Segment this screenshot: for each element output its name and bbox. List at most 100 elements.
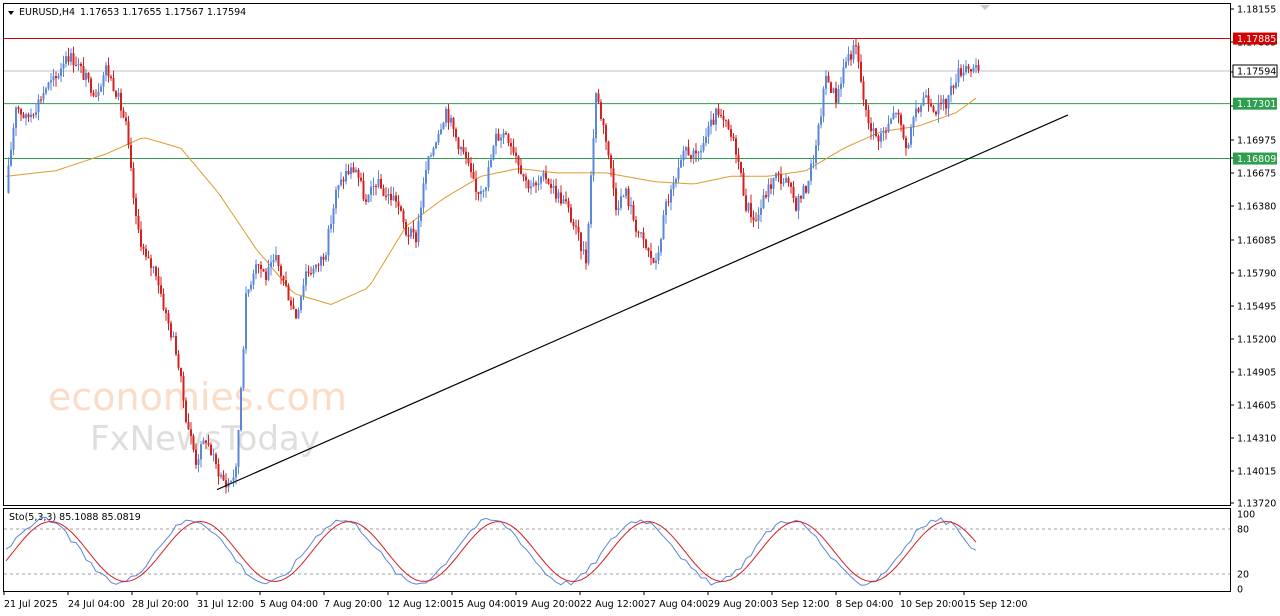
candle-bull [197,459,200,465]
candle-bear [222,474,225,481]
candle-bear [745,195,747,211]
time-tick-label: 22 Aug 12:00 [580,599,644,610]
candle-bear [365,199,367,202]
candle-bull [655,260,657,263]
candle-bull [540,176,542,184]
time-tick-label: 15 Aug 04:00 [452,599,516,610]
candle-bull [822,88,825,117]
candle-bear [87,72,90,79]
candle-bull [747,203,750,211]
candle-bull [757,214,760,221]
candle-bear [637,231,640,233]
candle-bull [297,309,300,319]
price-tag-label: 1.16809 [1237,154,1276,165]
candle-bull [52,76,55,81]
candle-bull [890,119,892,124]
candle-bear [40,99,42,101]
candle-bull [242,348,245,389]
ascending-trendline [216,114,1069,491]
candle-bear [390,193,392,201]
candle-bear [547,179,550,184]
candle-bull [802,185,805,199]
candle-bear [512,146,515,153]
candle-bear [90,78,92,93]
candle-bear [905,138,907,149]
candle-bear [687,147,690,156]
candle-bull [625,188,627,197]
candle-bear [960,68,962,76]
candle-bear [277,255,280,266]
candle-bear [137,215,140,230]
candle-bear [752,217,755,221]
candle-bull [660,239,662,253]
candle-bull [77,63,80,66]
candle-bear [970,69,972,72]
candle-bear [472,171,475,179]
candle-bear [830,82,832,93]
ohlc-values: 1.17653 1.17655 1.17567 1.17594 [80,7,246,18]
candle-bear [145,248,147,257]
candle-bear [855,45,857,47]
candle-bull [312,268,315,274]
candle-bull [427,156,430,171]
candle-bear [612,168,615,189]
candle-bear [600,102,602,120]
candle-bear [322,256,325,260]
candle-bear [642,232,645,240]
candle-bear [570,207,572,223]
candle-bear [190,429,192,436]
candle-bull [705,136,707,143]
candle-bull [820,116,822,125]
stochastic-oscillator: 100 80 20 0 [4,510,1255,596]
trendline-group[interactable] [216,114,1069,491]
candle-bull [430,155,432,157]
candle-bull [882,131,885,134]
collapse-arrow-icon[interactable] [8,11,14,15]
candle-bull [117,92,120,97]
candle-bull [937,102,940,115]
candle-bear [22,114,25,119]
candle-bull [425,170,427,184]
candle-bear [27,114,30,118]
candle-bull [810,163,812,181]
candle-bull [557,192,560,199]
oscillator-level-label: 100 [1237,510,1255,521]
time-tick-label: 19 Aug 20:00 [516,599,580,610]
candle-bear [735,138,737,155]
candle-bear [470,163,472,172]
candle-bull [772,178,775,189]
candle-bull [437,133,440,143]
candle-bear [210,444,212,455]
candle-bear [927,95,930,104]
price-tick-label: 1.15200 [1237,335,1276,346]
price-tag-label: 1.17885 [1237,34,1276,45]
candle-bear [177,354,180,368]
candle-bull [595,93,597,139]
candle-bull [255,264,257,274]
candle-bear [805,185,807,193]
candle-bear [347,171,350,175]
candle-bear [545,172,547,180]
candle-bear [902,125,905,139]
watermark-economies: economies.com [48,375,347,419]
candle-bear [92,92,95,96]
price-tag-support [1233,97,1277,110]
candle-bear [407,234,410,237]
candle-bear [352,167,355,173]
chart-shift-marker-icon[interactable] [980,5,990,10]
candle-bull [530,186,532,189]
candle-bear [150,258,152,268]
candle-bear [597,93,600,103]
candle-bear [375,186,377,188]
candle-bear [32,114,35,116]
candle-bear [225,480,227,488]
candle-bear [20,109,22,115]
candle-bear [400,206,402,211]
candle-bear [82,66,85,80]
time-tick-label: 12 Aug 12:00 [388,599,452,610]
candle-bull [815,145,817,163]
candle-bear [870,123,872,132]
time-tick-label: 10 Sep 20:00 [900,599,963,610]
candle-bear [67,56,70,62]
